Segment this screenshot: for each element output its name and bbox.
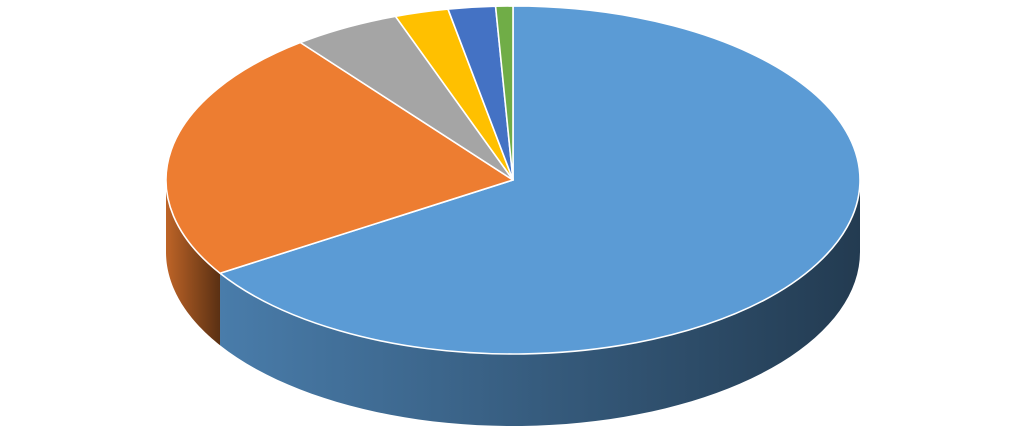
pie-slice-0 — [219, 5, 861, 355]
pie-side-layer — [166, 180, 860, 426]
pie-slice-side-1 — [166, 180, 221, 346]
pie-slice-5 — [494, 5, 514, 181]
pie-top-layer — [165, 5, 861, 355]
pie-slice-1 — [165, 41, 514, 275]
pie-slice-side-0 — [220, 180, 860, 426]
